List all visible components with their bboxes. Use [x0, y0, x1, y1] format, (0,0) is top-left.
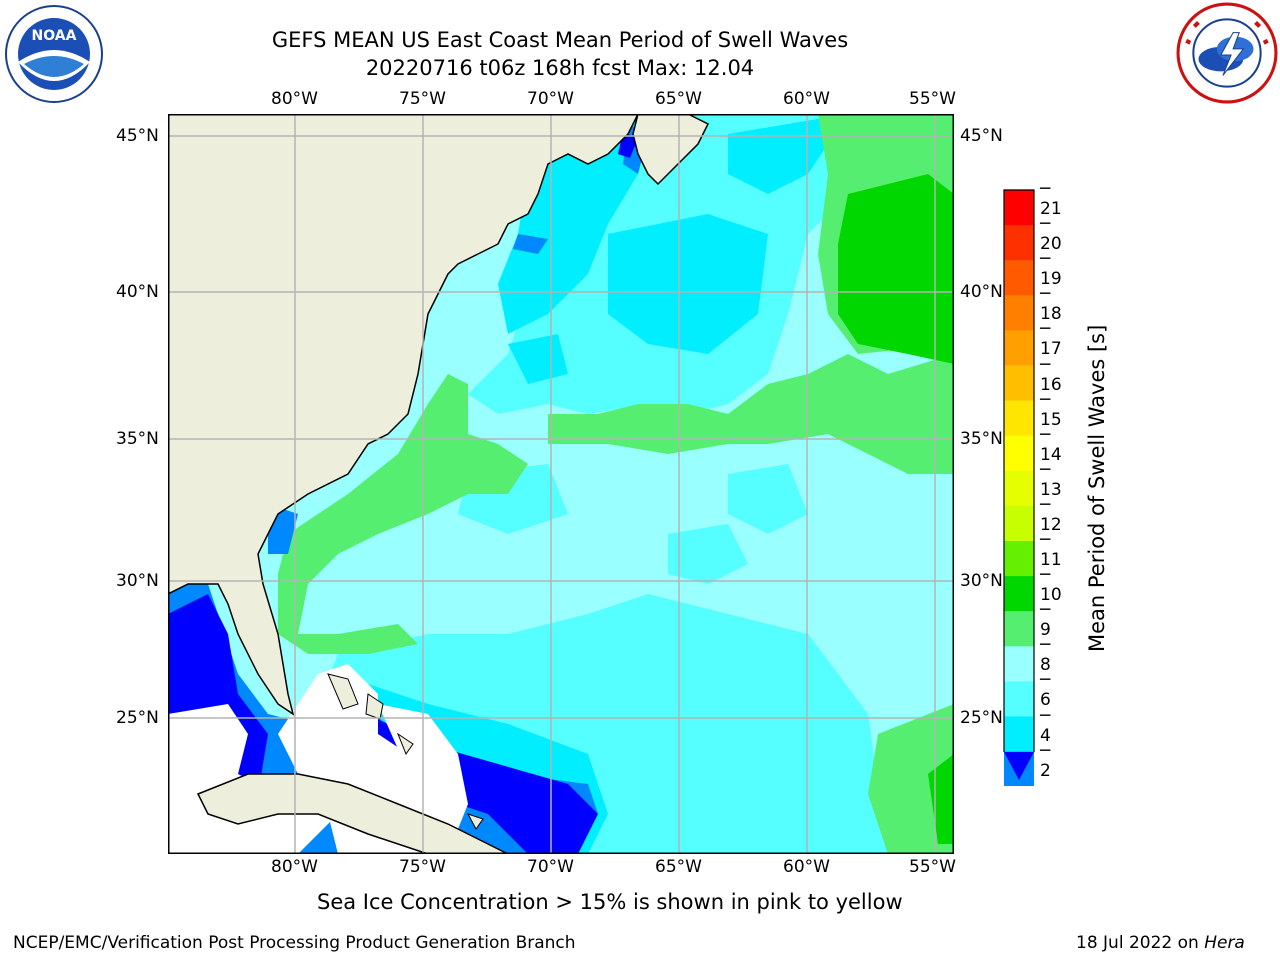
lon-label-top-65w: 65°W	[655, 89, 702, 109]
colorbar-tick-17: ─ 17	[1040, 319, 1062, 360]
colorbar-tick-12: ─ 12	[1040, 494, 1062, 535]
colorbar-segment	[1004, 611, 1034, 647]
colorbar-segment	[1004, 225, 1034, 261]
lon-label-bottom-60w: 60°W	[783, 857, 830, 877]
lon-label-bottom-75w: 75°W	[399, 857, 446, 877]
colorbar-segment	[1004, 681, 1034, 717]
lon-label-top-75w: 75°W	[399, 89, 446, 109]
colorbar-extend-triangle	[1004, 752, 1034, 780]
lat-label-left-45n: 45°N	[116, 126, 159, 146]
lon-label-top-70w: 70°W	[527, 89, 574, 109]
colorbar-tick-18: ─ 18	[1040, 284, 1062, 325]
map-subtitle: 20220716 t06z 168h fcst Max: 12.04	[365, 56, 755, 80]
footer-machine: Hera	[1204, 933, 1245, 953]
lon-label-bottom-80w: 80°W	[271, 857, 318, 877]
colorbar-tick-9: ─ 9	[1040, 600, 1051, 641]
colorbar-tick-13: ─ 13	[1040, 459, 1062, 500]
colorbar-segment	[1004, 576, 1034, 612]
colorbar-segments	[1004, 190, 1034, 786]
colorbar-tick-21: ─ 21	[1040, 179, 1062, 219]
colorbar-tick-14: ─ 14	[1040, 424, 1062, 465]
lon-label-bottom-55w: 55°W	[909, 857, 956, 877]
colorbar-segment	[1004, 435, 1034, 472]
colorbar-segment	[1004, 505, 1034, 542]
colorbar-tick-19: ─ 19	[1040, 249, 1062, 290]
lon-label-top-80w: 80°W	[271, 89, 318, 109]
lat-label-left-35n: 35°N	[116, 429, 159, 449]
map-title: GEFS MEAN US East Coast Mean Period of S…	[271, 28, 849, 52]
lat-label-left-40n: 40°N	[116, 282, 159, 302]
colorbar-tick-8: ─ 8	[1040, 635, 1051, 676]
colorbar-segment	[1004, 365, 1034, 402]
land-north-america	[168, 114, 639, 716]
colorbar-segment	[1004, 400, 1034, 437]
colorbar-tick-4: ─ 4	[1040, 705, 1051, 746]
colorbar-segment	[1004, 541, 1034, 577]
noaa-logo-text: NOAA	[32, 28, 77, 44]
colorbar-segment	[1004, 470, 1034, 507]
land-nova-scotia	[632, 114, 710, 186]
lon-label-bottom-65w: 65°W	[655, 857, 702, 877]
colorbar-segment	[1004, 295, 1034, 331]
map-gridlines	[168, 114, 954, 854]
lat-label-left-25n: 25°N	[116, 708, 159, 728]
colorbar-tick-20: ─ 20	[1040, 214, 1062, 255]
land-bahamas	[327, 673, 484, 830]
sea-ice-note: Sea Ice Concentration > 15% is shown in …	[317, 890, 903, 914]
footer-date: 18 Jul 2022 on Hera	[1076, 933, 1245, 953]
colorbar-tick-15: ─ 15	[1040, 389, 1062, 430]
lat-label-right-30n: 30°N	[960, 571, 1003, 591]
map-frame	[168, 114, 954, 854]
lat-label-right-35n: 35°N	[960, 429, 1003, 449]
colorbar-unit-label: Mean Period of Swell Waves [s]	[1085, 324, 1109, 652]
lon-label-top-55w: 55°W	[909, 89, 956, 109]
colorbar-segment	[1004, 716, 1034, 753]
colorbar-segment	[1004, 646, 1034, 682]
footer-branch: NCEP/EMC/Verification Post Processing Pr…	[13, 933, 576, 953]
colorbar-tick-6: ─ 6	[1040, 670, 1051, 711]
lon-label-top-60w: 60°W	[783, 89, 830, 109]
lat-label-right-25n: 25°N	[960, 708, 1003, 728]
colorbar-tick-16: ─ 16	[1040, 354, 1062, 395]
colorbar-tick-2: ─ 2	[1040, 740, 1051, 781]
lat-label-right-40n: 40°N	[960, 282, 1003, 302]
colorbar	[1003, 189, 1035, 786]
colorbar-tick-10: ─ 10	[1040, 565, 1062, 606]
noaa-logo: NOAA	[5, 5, 103, 103]
colorbar-tick-11: ─ 11	[1040, 530, 1062, 570]
colorbar-segment	[1004, 190, 1034, 226]
colorbar-segment	[1004, 260, 1034, 296]
lon-label-bottom-70w: 70°W	[527, 857, 574, 877]
footer-date-text: 18 Jul 2022 on	[1076, 933, 1205, 953]
colorbar-segment	[1004, 330, 1034, 366]
nws-logo	[1176, 2, 1278, 104]
lat-label-right-45n: 45°N	[960, 126, 1003, 146]
land-cuba	[196, 773, 509, 854]
wave-period-map[interactable]	[168, 114, 954, 854]
lat-label-left-30n: 30°N	[116, 571, 159, 591]
